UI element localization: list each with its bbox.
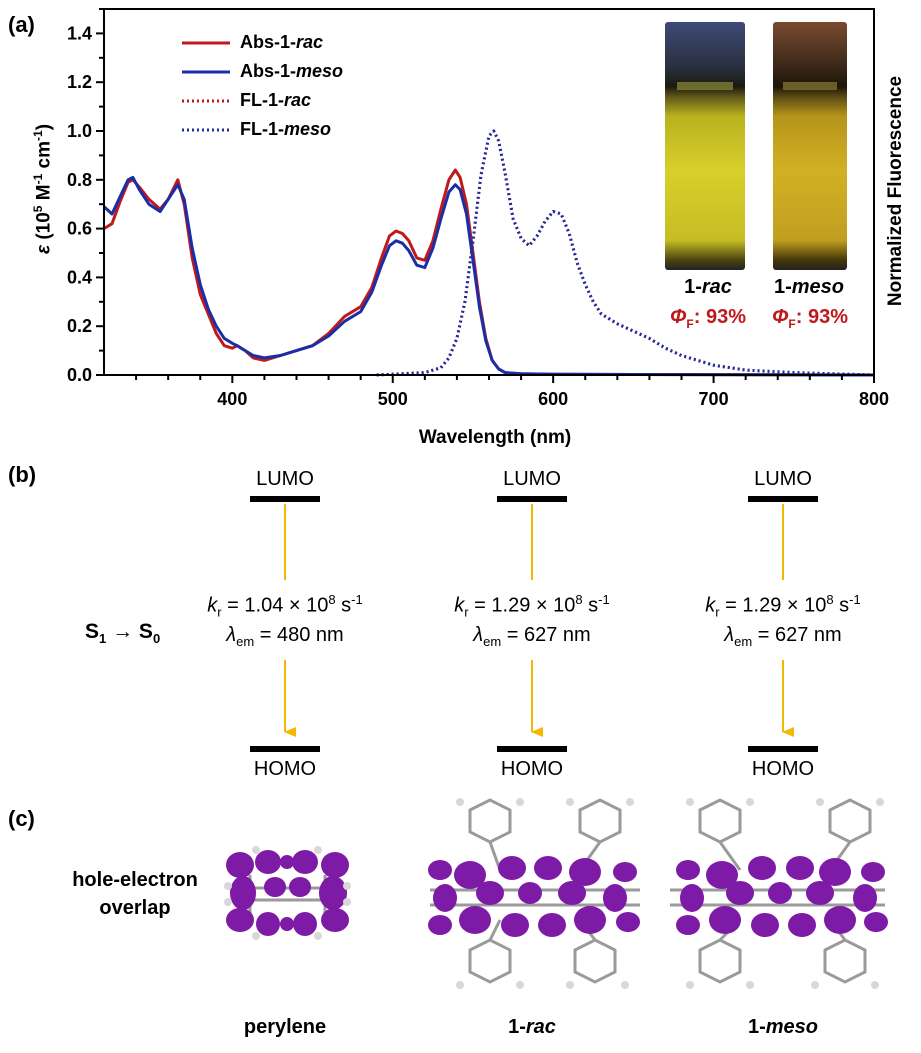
homo-label-1: HOMO <box>253 758 317 780</box>
y-tick-label: 1.0 <box>67 121 92 141</box>
legend-swatch <box>182 99 230 102</box>
y-tick-label: 1.2 <box>67 72 92 92</box>
vial-meso-label: 1-meso <box>773 276 845 298</box>
kr-meso: kr = 1.29 × 108 s-1 <box>705 592 861 620</box>
y-tick-label: 0.8 <box>67 170 92 190</box>
series-line-abs-1-meso <box>102 175 875 377</box>
lem-rac: λem = 627 nm <box>473 624 591 649</box>
vial-rac-photo <box>665 22 745 270</box>
x-tick-label: 800 <box>859 389 889 409</box>
molecule-name-rac: 1-rac <box>508 1016 556 1038</box>
vial-meso-qy: ΦF: 93% <box>771 306 849 331</box>
legend-entry-abs-1-meso: Abs-1-meso <box>180 57 343 86</box>
panel-label-c: (c) <box>8 806 35 831</box>
y-tick-label: 0.4 <box>67 267 92 287</box>
y-tick-label: 0.6 <box>67 219 92 239</box>
legend: Abs-1-rac Abs-1-meso FL-1-rac FL-1-meso <box>180 28 343 144</box>
panel-label-a: (a) <box>8 12 35 37</box>
series-line-abs-1-rac <box>103 168 875 377</box>
vial-rac-label: 1-rac <box>684 276 732 298</box>
x-tick-label: 500 <box>378 389 408 409</box>
perylene-overlap-image <box>224 846 351 940</box>
lumo-label-2: LUMO <box>503 468 561 490</box>
lumo-label-3: LUMO <box>754 468 812 490</box>
vial-meso-photo <box>773 22 847 270</box>
lumo-label-1: LUMO <box>256 468 314 490</box>
lem-meso: λem = 627 nm <box>724 624 842 649</box>
molecule-name-perylene: perylene <box>243 1016 327 1038</box>
molecule-name-meso: 1-meso <box>747 1016 819 1038</box>
kr-rac: kr = 1.29 × 108 s-1 <box>454 592 610 620</box>
energy-diagram <box>250 496 818 752</box>
y-tick-label: 1.4 <box>67 23 92 43</box>
x-tick-label: 700 <box>699 389 729 409</box>
series-group <box>102 129 875 377</box>
vial-rac-qy: ΦF: 93% <box>669 306 747 331</box>
legend-entry-fl-1-meso: FL-1-meso <box>180 115 343 144</box>
series-line-fl-1-meso <box>376 129 875 377</box>
x-axis-title: Wavelength (nm) <box>418 427 572 448</box>
spectrum-chart: 400 500 600 700 800 0.0 0.2 0.4 0.6 0.8 1.0 1.2 1.4 <box>67 8 889 409</box>
y-ticks: 0.0 0.2 0.4 0.6 0.8 1.0 1.2 1.4 <box>67 8 104 385</box>
transition-label: S1 → S0 <box>85 620 161 647</box>
panel-label-b: (b) <box>8 462 37 487</box>
legend-entry-abs-1-rac: Abs-1-rac <box>180 28 343 57</box>
x-tick-label: 400 <box>217 389 247 409</box>
x-tick-label: 600 <box>538 389 568 409</box>
y-tick-label: 0.2 <box>67 316 92 336</box>
homo-label-2: HOMO <box>500 758 564 780</box>
rac-overlap-image <box>428 798 640 989</box>
homo-label-3: HOMO <box>751 758 815 780</box>
legend-swatch <box>182 41 230 44</box>
column-perylene <box>250 496 320 752</box>
column-rac <box>497 496 567 752</box>
column-meso <box>748 496 818 752</box>
meso-overlap-image <box>670 798 888 989</box>
legend-swatch <box>182 128 230 131</box>
kr-perylene: kr = 1.04 × 108 s-1 <box>207 592 363 620</box>
x-ticks: 400 500 600 700 800 <box>135 375 889 409</box>
overlap-label: hole-electron overlap <box>72 869 198 919</box>
y-tick-label: 0.0 <box>67 365 92 385</box>
lem-perylene: λem = 480 nm <box>226 624 344 649</box>
legend-swatch <box>182 70 230 73</box>
legend-entry-fl-1-rac: FL-1-rac <box>180 86 343 115</box>
orbital-images <box>224 798 888 989</box>
y-axis-title: ε (105 M-1 cm-1) <box>31 123 55 255</box>
y2-axis-title: Normalized Fluorescence <box>885 75 906 307</box>
